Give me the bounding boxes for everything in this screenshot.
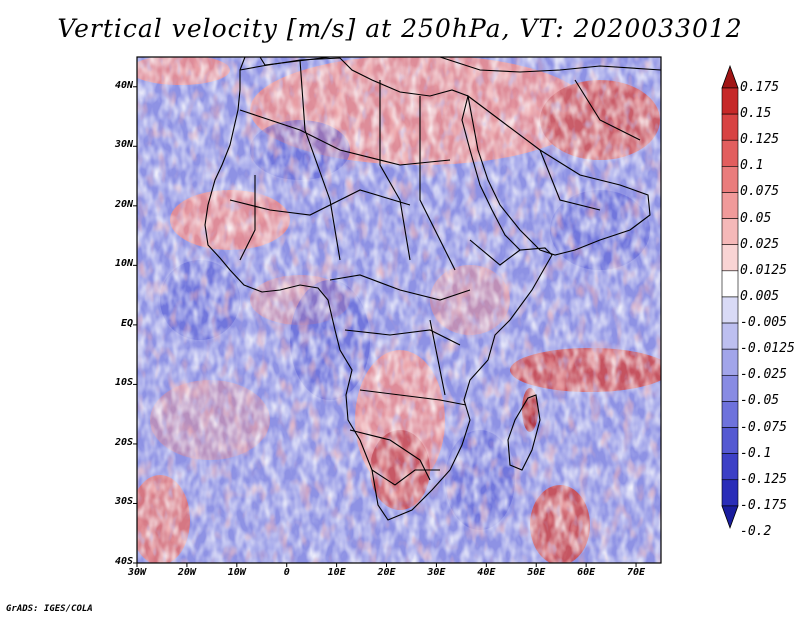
colorbar — [721, 64, 739, 530]
lat-tick-label: 10S — [114, 377, 133, 389]
colorbar-label: -0.05 — [740, 393, 780, 409]
map-frame — [136, 56, 662, 564]
colorbar-segment — [721, 218, 739, 246]
colorbar-bottom-arrow — [721, 505, 739, 530]
lat-tick-marks — [133, 86, 137, 564]
grads-credit: GrADS: IGES/COLA — [6, 604, 93, 614]
colorbar-top-arrow — [721, 64, 739, 89]
colorbar-segment — [721, 296, 739, 324]
lon-tick-label: 10W — [227, 567, 246, 578]
colorbar-label: 0.05 — [740, 210, 772, 226]
colorbar-label: -0.005 — [740, 315, 787, 331]
lon-tick-label: 50E — [527, 567, 546, 578]
lon-tick-label: 30E — [427, 567, 446, 578]
colorbar-label: 0.175 — [740, 80, 780, 95]
colorbar-segment — [721, 348, 739, 376]
lat-tick-label: 40S — [114, 556, 133, 567]
lon-tick-label: 70E — [627, 567, 646, 578]
colorbar-label: -0.2 — [740, 524, 772, 539]
colorbar-segment — [721, 479, 739, 507]
chart-title: Vertical velocity [m/s] at 250hPa, VT: 2… — [57, 14, 743, 43]
velocity-field — [137, 57, 661, 563]
blue-texture — [137, 57, 661, 563]
lon-tick-label: 0 — [283, 567, 290, 578]
colorbar-label: 0.1 — [740, 158, 764, 174]
colorbar-segment — [721, 244, 739, 272]
colorbar-segment — [721, 87, 739, 115]
lat-tick-label: 10N — [114, 258, 133, 270]
colorbar-label: 0.0125 — [740, 262, 787, 278]
lat-tick-label: 40N — [114, 79, 133, 91]
lon-tick-label: 40E — [477, 567, 496, 578]
lon-tick-label: 20W — [177, 567, 196, 578]
colorbar-segment — [721, 270, 739, 298]
colorbar-segment — [721, 113, 739, 141]
lon-tick-label: 60E — [577, 567, 596, 578]
colorbar-segment — [721, 401, 739, 428]
colorbar-segment — [721, 453, 739, 481]
lat-tick-label: 20N — [114, 198, 133, 210]
colorbar-segment — [721, 192, 739, 219]
colorbar-label: 0.15 — [740, 106, 772, 122]
colorbar-segment — [721, 166, 739, 193]
colorbar-label: 0.005 — [740, 288, 780, 304]
colorbar-segment — [721, 427, 739, 454]
colorbar-label: 0.125 — [740, 132, 780, 148]
colorbar-segment — [721, 374, 739, 402]
colorbar-label: -0.025 — [740, 367, 787, 383]
colorbar-label: 0.025 — [740, 236, 780, 252]
lon-tick-label: 10E — [327, 567, 346, 578]
lon-tick-marks — [136, 563, 637, 567]
lat-tick-label: 30N — [114, 139, 133, 151]
colorbar-label: 0.075 — [740, 184, 780, 200]
colorbar-label: -0.1 — [740, 445, 772, 461]
lat-tick-label: 20S — [114, 436, 133, 448]
colorbar-label: -0.175 — [740, 497, 787, 513]
lat-tick-label: EQ — [120, 317, 133, 329]
lon-tick-label: 20E — [377, 567, 396, 578]
colorbar-label: -0.0125 — [740, 341, 795, 357]
colorbar-label: -0.075 — [740, 419, 787, 435]
lat-tick-label: 30S — [114, 496, 133, 508]
colorbar-segment — [721, 322, 739, 350]
colorbar-label: -0.125 — [740, 471, 787, 487]
coastlines — [204, 57, 661, 521]
colorbar-segment — [721, 139, 739, 167]
lon-tick-label: 30W — [127, 567, 147, 578]
